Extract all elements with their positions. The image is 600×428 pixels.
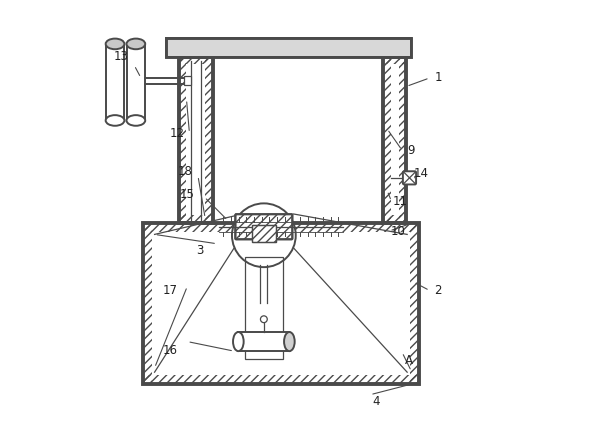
Ellipse shape	[127, 39, 145, 49]
Text: 17: 17	[163, 284, 178, 297]
Bar	[179, 56, 187, 223]
Bar	[179, 56, 213, 223]
Text: 4: 4	[373, 395, 380, 407]
Bar	[383, 56, 406, 223]
Circle shape	[232, 203, 296, 267]
FancyBboxPatch shape	[403, 171, 416, 184]
Text: 11: 11	[392, 195, 407, 208]
Bar	[166, 38, 410, 56]
Bar	[179, 56, 213, 223]
Bar	[383, 56, 406, 223]
Bar	[383, 56, 391, 223]
Bar	[106, 44, 124, 120]
Bar	[252, 225, 275, 242]
Circle shape	[260, 316, 267, 323]
Bar	[143, 223, 419, 384]
Bar	[383, 215, 406, 223]
Bar	[143, 223, 419, 384]
Bar	[252, 225, 275, 242]
Ellipse shape	[106, 115, 124, 126]
Bar	[179, 215, 213, 223]
Bar	[143, 223, 152, 384]
FancyBboxPatch shape	[235, 214, 292, 239]
Bar	[166, 38, 410, 56]
Bar	[184, 76, 191, 85]
Bar	[179, 56, 213, 64]
Bar	[127, 44, 145, 120]
Text: 16: 16	[163, 344, 178, 357]
Text: 14: 14	[413, 167, 428, 180]
Text: 9: 9	[407, 144, 415, 157]
Text: 12: 12	[169, 127, 184, 140]
Bar	[143, 223, 419, 232]
Bar	[410, 223, 419, 384]
Bar	[245, 256, 283, 359]
Ellipse shape	[233, 332, 244, 351]
Text: 18: 18	[178, 165, 193, 178]
Ellipse shape	[127, 115, 145, 126]
Text: 10: 10	[391, 225, 405, 238]
Bar	[238, 332, 289, 351]
Ellipse shape	[284, 332, 295, 351]
Text: 13: 13	[114, 50, 129, 63]
Text: A: A	[404, 354, 412, 367]
Text: 3: 3	[196, 244, 204, 257]
Bar	[398, 56, 406, 223]
Ellipse shape	[106, 39, 124, 49]
Bar	[143, 375, 419, 384]
Bar	[205, 56, 213, 223]
Text: 15: 15	[180, 188, 195, 201]
Bar	[252, 225, 275, 242]
Bar	[383, 56, 406, 64]
Text: 1: 1	[434, 71, 442, 84]
Text: 2: 2	[434, 284, 442, 297]
